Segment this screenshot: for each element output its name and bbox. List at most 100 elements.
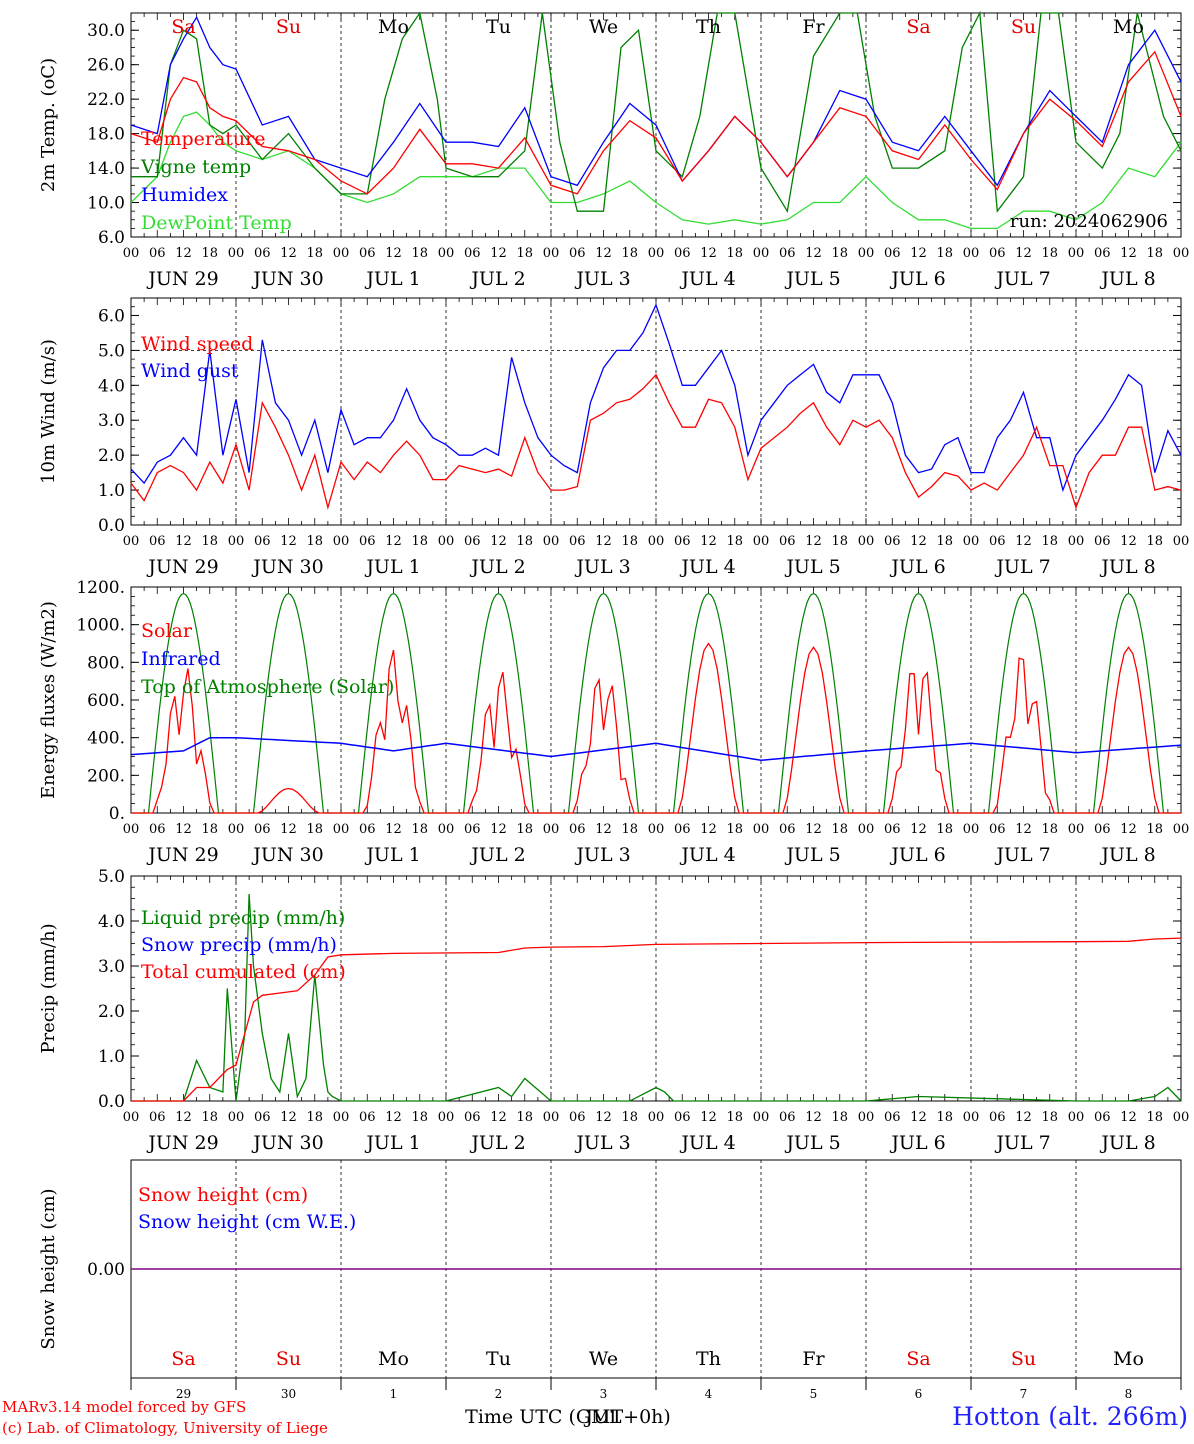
hour-tick-label: 12 — [700, 822, 717, 837]
hour-tick-label: 06 — [1094, 246, 1111, 261]
weekday-label: Mo — [1113, 1348, 1144, 1370]
hour-tick-label: 12 — [700, 1110, 717, 1125]
y-tick-label: 0.0 — [98, 1092, 125, 1112]
hour-tick-label: 12 — [280, 534, 297, 549]
hour-tick-label: 12 — [1120, 246, 1137, 261]
day-label: JUL 5 — [784, 1132, 840, 1154]
hour-tick-label: 06 — [254, 822, 271, 837]
hour-tick-label: 18 — [306, 1110, 323, 1125]
hour-tick-label: 06 — [359, 534, 376, 549]
hour-tick-label: 18 — [411, 1110, 428, 1125]
hour-tick-label: 06 — [674, 822, 691, 837]
hour-tick-label: 12 — [175, 822, 192, 837]
hour-tick-label: 06 — [149, 246, 166, 261]
hour-tick-label: 06 — [989, 822, 1006, 837]
hour-tick-label: 12 — [280, 822, 297, 837]
weekday-label: Tu — [486, 1348, 511, 1370]
hour-tick-label: 00 — [963, 1110, 980, 1125]
run-label: run: 2024062906 — [1010, 211, 1168, 232]
day-label: JUN 30 — [251, 268, 323, 290]
x-axis-title: Time UTC (GMT+0h) — [465, 1406, 671, 1428]
hour-tick-label: 18 — [621, 1110, 638, 1125]
day-label: JUL 4 — [679, 1132, 735, 1154]
day-label: JUL 3 — [574, 844, 630, 866]
hour-tick-label: 06 — [569, 1110, 586, 1125]
weekday-label: Th — [696, 16, 721, 38]
y-tick-label: 0.0 — [98, 516, 125, 536]
hour-tick-label: 12 — [175, 534, 192, 549]
y-tick-label: 0. — [109, 804, 125, 824]
vigne-temp-legend: Vigne temp — [140, 156, 251, 178]
hour-tick-label: 18 — [411, 246, 428, 261]
hour-tick-label: 06 — [779, 822, 796, 837]
hour-tick-label: 12 — [280, 1110, 297, 1125]
hour-tick-label: 18 — [201, 822, 218, 837]
weekday-label: Fr — [802, 1348, 825, 1370]
hour-tick-label: 18 — [621, 822, 638, 837]
hour-tick-label: 00 — [228, 534, 245, 549]
weekday-label: Th — [696, 1348, 721, 1370]
day-label: JUL 8 — [1099, 1132, 1155, 1154]
hour-tick-label: 12 — [595, 246, 612, 261]
hour-tick-label: 12 — [490, 1110, 507, 1125]
day-number-label: 6 — [915, 1387, 923, 1401]
day-label: JUL 2 — [469, 556, 525, 578]
y-tick-label: 14.0 — [87, 159, 125, 179]
weekday-label: Sa — [906, 1348, 930, 1370]
hour-tick-label: 06 — [989, 534, 1006, 549]
hour-tick-label: 00 — [438, 1110, 455, 1125]
hour-tick-label: 18 — [201, 534, 218, 549]
hour-tick-label: 00 — [123, 1110, 140, 1125]
weekday-label: We — [589, 1348, 618, 1370]
hour-tick-label: 06 — [254, 534, 271, 549]
month-label: JUL — [583, 1406, 622, 1428]
y-tick-label: 10.0 — [87, 194, 125, 214]
hour-tick-label: 06 — [149, 1110, 166, 1125]
hour-tick-label: 12 — [595, 822, 612, 837]
hour-tick-label: 12 — [1015, 1110, 1032, 1125]
hour-tick-label: 00 — [1173, 1110, 1190, 1125]
hour-tick-label: 18 — [1041, 246, 1058, 261]
dewpoint-legend: DewPoint Temp — [141, 212, 292, 234]
hour-tick-label: 18 — [1146, 246, 1163, 261]
hour-tick-label: 18 — [726, 246, 743, 261]
day-number-label: 4 — [705, 1387, 713, 1401]
y-axis-label: Snow height (cm) — [38, 1188, 59, 1349]
snow-precip-legend: Snow precip (mm/h) — [141, 934, 337, 956]
y-tick-label: 1.0 — [98, 1047, 125, 1067]
y-tick-label: 22.0 — [87, 90, 125, 110]
hour-tick-label: 18 — [621, 534, 638, 549]
day-label: JUL 3 — [574, 1132, 630, 1154]
y-tick-label: 1200. — [76, 578, 125, 598]
y-tick-label: 0.00 — [87, 1260, 125, 1280]
hour-tick-label: 18 — [621, 246, 638, 261]
hour-tick-label: 06 — [989, 1110, 1006, 1125]
hour-tick-label: 18 — [726, 822, 743, 837]
hour-tick-label: 18 — [936, 1110, 953, 1125]
hour-tick-label: 12 — [385, 1110, 402, 1125]
hour-tick-label: 18 — [831, 1110, 848, 1125]
y-tick-label: 800. — [87, 653, 125, 673]
wind-speed-legend: Wind speed — [141, 333, 253, 355]
hour-tick-label: 00 — [963, 534, 980, 549]
hour-tick-label: 00 — [1173, 246, 1190, 261]
hour-tick-label: 18 — [936, 246, 953, 261]
day-label: JUL 1 — [364, 556, 420, 578]
hour-tick-label: 18 — [306, 534, 323, 549]
y-tick-label: 6.0 — [98, 228, 125, 248]
hour-tick-label: 12 — [490, 246, 507, 261]
day-label: JUL 1 — [364, 844, 420, 866]
y-tick-label: 5.0 — [98, 341, 125, 361]
humidex-line — [130, 15, 1182, 187]
hour-tick-label: 12 — [805, 534, 822, 549]
y-tick-label: 5.0 — [98, 867, 125, 887]
day-label: JUL 6 — [889, 1132, 945, 1154]
hour-tick-label: 12 — [1120, 822, 1137, 837]
hour-tick-label: 00 — [753, 246, 770, 261]
weekday-label: Mo — [378, 1348, 409, 1370]
day-label: JUL 4 — [679, 268, 735, 290]
hour-tick-label: 12 — [805, 1110, 822, 1125]
hour-tick-label: 06 — [674, 1110, 691, 1125]
hour-tick-label: 00 — [753, 534, 770, 549]
